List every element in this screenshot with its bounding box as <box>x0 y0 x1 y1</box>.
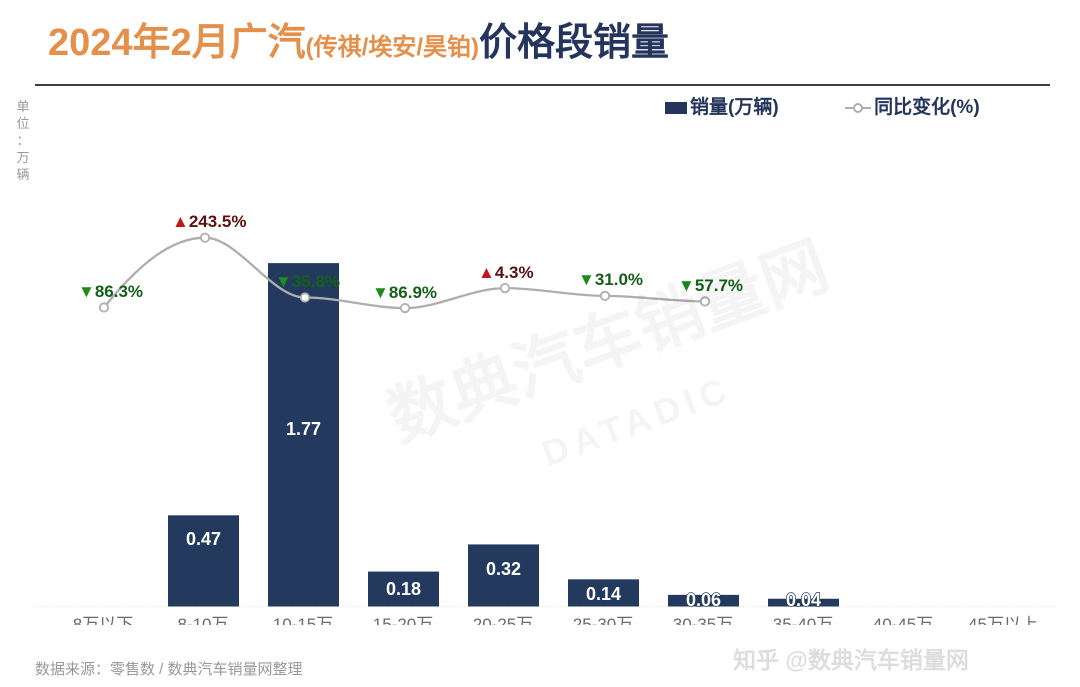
svg-text:▲4.3%: ▲4.3% <box>478 263 534 282</box>
svg-text:10-15万: 10-15万 <box>273 615 333 625</box>
svg-text:0.32: 0.32 <box>486 559 521 579</box>
svg-text:45万以上: 45万以上 <box>968 615 1038 625</box>
svg-text:▼86.9%: ▼86.9% <box>372 283 437 302</box>
svg-text:0.18: 0.18 <box>386 579 421 599</box>
svg-text:35-40万: 35-40万 <box>773 615 833 625</box>
svg-text:0.06: 0.06 <box>686 590 721 610</box>
svg-text:15-20万: 15-20万 <box>373 615 433 625</box>
svg-text:▲243.5%: ▲243.5% <box>172 212 247 231</box>
svg-text:0.14: 0.14 <box>586 584 621 604</box>
svg-text:8-10万: 8-10万 <box>177 615 228 625</box>
svg-text:8万以下: 8万以下 <box>73 615 133 625</box>
svg-text:0.04: 0.04 <box>786 590 821 610</box>
svg-text:20-25万: 20-25万 <box>473 615 533 625</box>
svg-text:▼35.8%: ▼35.8% <box>275 272 340 291</box>
svg-text:▼86.3%: ▼86.3% <box>78 282 143 301</box>
svg-text:1.77: 1.77 <box>286 419 321 439</box>
svg-text:30-35万: 30-35万 <box>673 615 733 625</box>
svg-text:▼57.7%: ▼57.7% <box>678 276 743 295</box>
svg-text:25-30万: 25-30万 <box>573 615 633 625</box>
svg-text:0.47: 0.47 <box>186 529 221 549</box>
svg-text:▼31.0%: ▼31.0% <box>578 270 643 289</box>
svg-text:40-45万: 40-45万 <box>873 615 933 625</box>
